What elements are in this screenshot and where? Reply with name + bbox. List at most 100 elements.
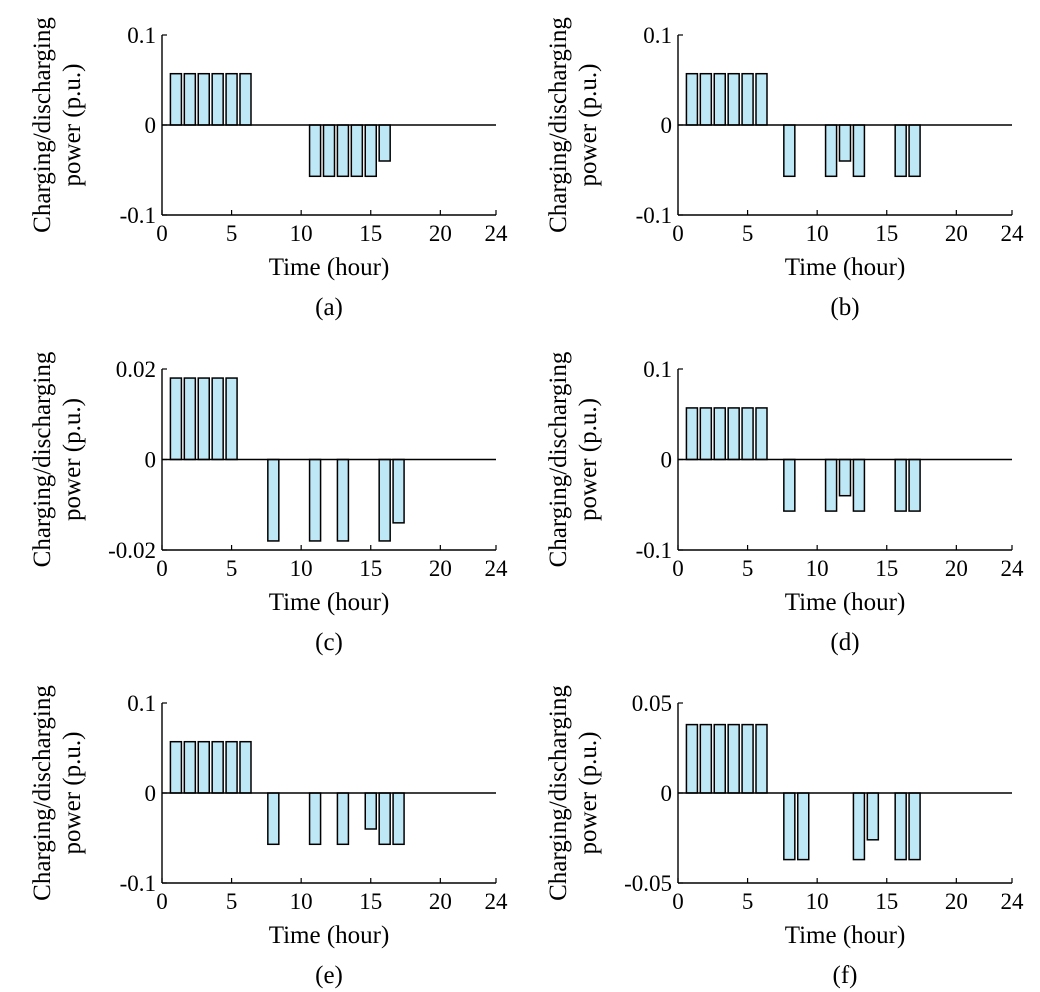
panel-label: (b) [830, 294, 859, 321]
bar [267, 792, 280, 846]
bar [336, 458, 350, 542]
x-tick-label: 24 [1001, 556, 1025, 581]
x-tick-label: 15 [875, 889, 898, 914]
y-tick-label: 0.02 [116, 357, 156, 382]
bar [894, 124, 907, 178]
y-tick-label: 0 [145, 448, 157, 473]
bar [267, 458, 280, 542]
y-tick-label: 0.1 [643, 357, 672, 382]
bar [308, 792, 322, 846]
bar [308, 458, 322, 542]
bar [838, 124, 852, 162]
bar [211, 740, 224, 794]
x-tick-label: 5 [226, 221, 238, 246]
x-tick-label: 20 [945, 889, 968, 914]
bar [741, 723, 754, 794]
x-tick-label: 5 [742, 221, 754, 246]
y-axis-title-line: power (p.u.) [575, 398, 602, 521]
y-axis-title-line: Charging/discharging [545, 17, 572, 233]
x-tick-label: 0 [156, 556, 168, 581]
x-axis-title: Time (hour) [269, 922, 390, 949]
bar [783, 458, 796, 512]
bar [908, 458, 921, 512]
x-tick-label: 24 [1001, 221, 1025, 246]
x-tick-label: 24 [1001, 889, 1025, 914]
bar [741, 407, 754, 461]
bar [378, 124, 391, 162]
bar [824, 124, 838, 178]
bar [225, 377, 238, 461]
bar [211, 377, 224, 461]
y-axis-title-line: power (p.u.) [59, 732, 86, 855]
x-tick-label: 5 [742, 889, 754, 914]
x-tick-label: 20 [945, 556, 968, 581]
x-tick-label: 24 [485, 221, 509, 246]
x-tick-label: 5 [226, 889, 238, 914]
bar [239, 740, 252, 794]
bar [852, 792, 866, 861]
bar [755, 407, 768, 461]
bar [197, 72, 210, 126]
x-tick-label: 10 [806, 889, 829, 914]
y-tick-label: 0 [145, 113, 157, 138]
y-tick-label: 0 [661, 113, 673, 138]
x-tick-label: 10 [290, 556, 313, 581]
y-tick-label: 0 [661, 781, 673, 806]
y-axis-title-line: power (p.u.) [59, 64, 86, 187]
bar [392, 458, 405, 524]
y-tick-label: 0 [145, 781, 157, 806]
bar [908, 792, 921, 861]
bar [727, 723, 740, 794]
bar [908, 124, 921, 178]
y-tick-label: 0 [661, 448, 673, 473]
y-tick-label: -0.1 [636, 203, 672, 228]
bar [183, 72, 197, 126]
panel-label: (d) [830, 629, 859, 656]
bar [197, 740, 210, 794]
bar [392, 792, 405, 846]
y-tick-label: -0.1 [120, 871, 156, 896]
x-tick-label: 20 [429, 556, 452, 581]
x-tick-label: 10 [806, 556, 829, 581]
y-axis-title-line: power (p.u.) [575, 732, 602, 855]
panel-label: (e) [315, 962, 343, 989]
bar [783, 792, 796, 861]
bar [169, 377, 183, 461]
y-tick-label: 0.1 [127, 691, 156, 716]
panel-label: (f) [833, 962, 858, 989]
y-axis-title-line: power (p.u.) [575, 64, 602, 187]
bar [364, 792, 377, 830]
x-tick-label: 15 [359, 221, 382, 246]
bar [727, 72, 740, 126]
bar [378, 792, 391, 846]
x-tick-label: 20 [945, 221, 968, 246]
y-axis-title-line: Charging/discharging [29, 685, 56, 901]
x-tick-label: 10 [290, 889, 313, 914]
x-tick-label: 0 [156, 221, 168, 246]
bar [797, 792, 810, 861]
y-axis-title-line: Charging/discharging [545, 685, 572, 901]
bar [685, 407, 699, 461]
bar [699, 407, 713, 461]
bar [894, 792, 907, 861]
bar [783, 124, 796, 178]
y-axis-title-line: Charging/discharging [29, 351, 56, 567]
bar [852, 124, 866, 178]
y-tick-label: 0.1 [127, 23, 156, 48]
bar [685, 72, 699, 126]
y-tick-label: -0.05 [624, 871, 672, 896]
bar [713, 407, 726, 461]
bar [336, 124, 350, 178]
bar [699, 72, 713, 126]
x-tick-label: 24 [485, 889, 509, 914]
y-tick-label: -0.1 [120, 203, 156, 228]
x-tick-label: 15 [875, 221, 898, 246]
bar [322, 124, 336, 178]
bar [741, 72, 754, 126]
x-axis-title: Time (hour) [785, 922, 906, 949]
x-tick-label: 15 [359, 556, 382, 581]
